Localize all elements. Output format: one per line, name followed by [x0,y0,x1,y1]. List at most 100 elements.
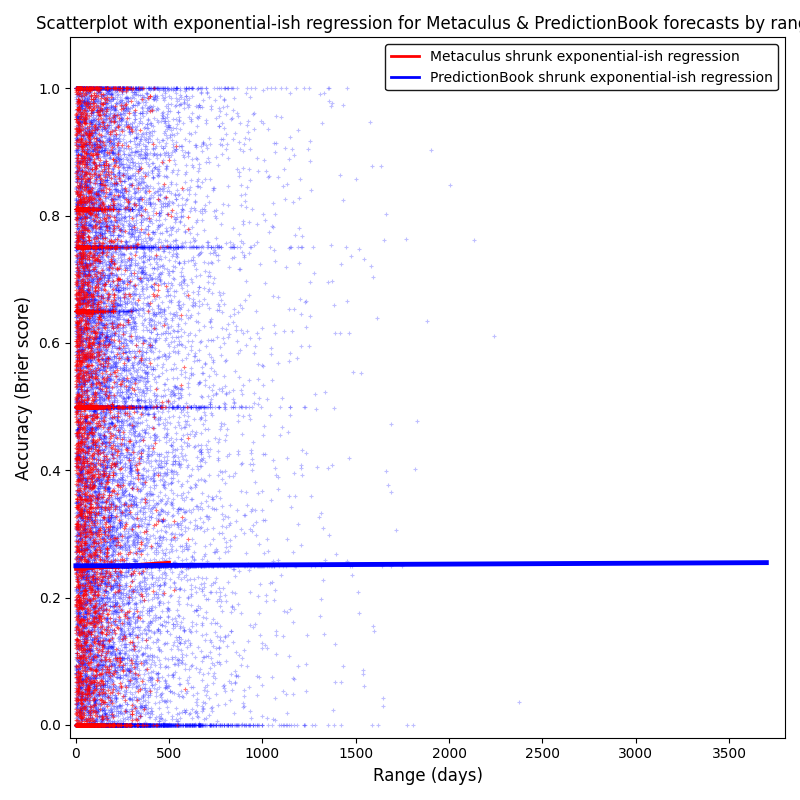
Point [78,669,90,682]
Point [144,718,157,731]
Point [166,435,179,448]
Point [73,305,86,318]
Point [74,82,87,94]
Point [118,400,130,413]
Point [71,718,84,731]
Point [273,718,286,731]
Point [82,400,95,413]
Point [170,401,183,414]
Point [86,220,98,233]
Point [73,389,86,402]
Point [87,306,100,319]
Point [86,138,98,151]
Point [124,628,137,641]
Point [77,559,90,572]
Point [150,400,163,413]
Point [110,574,122,587]
Point [96,559,109,572]
Point [85,718,98,731]
Point [82,464,94,477]
Point [153,307,166,320]
Point [106,718,118,731]
Point [114,410,126,422]
Point [132,718,145,731]
Point [79,332,92,345]
Point [74,463,87,476]
Point [84,305,97,318]
Point [108,708,121,721]
Point [70,203,83,216]
Point [82,258,94,271]
Point [156,559,169,572]
Point [72,305,85,318]
Point [89,400,102,413]
Point [101,718,114,731]
Point [76,633,89,646]
Point [74,342,86,355]
Point [269,714,282,726]
Point [106,339,118,352]
Point [288,673,301,686]
Point [166,400,179,413]
Point [71,570,84,583]
Point [90,718,102,731]
Point [110,654,123,666]
Point [122,559,135,572]
Point [82,305,95,318]
Point [71,610,84,622]
Point [79,108,92,121]
Point [108,521,121,534]
Point [80,718,93,731]
Point [112,157,125,170]
Point [166,166,178,178]
Point [204,392,217,405]
Point [184,659,197,672]
Point [78,150,91,163]
Point [162,559,174,572]
Point [173,591,186,604]
Point [74,490,87,502]
Point [70,559,83,572]
Point [94,473,106,486]
Point [84,718,97,731]
Point [70,267,82,280]
Point [79,695,92,708]
Point [271,471,284,484]
Point [85,523,98,536]
Point [77,254,90,266]
Point [192,400,205,413]
Point [147,262,160,274]
Point [142,92,154,105]
Point [125,654,138,667]
Point [163,718,176,731]
Point [95,718,108,731]
Point [149,697,162,710]
Point [171,94,184,107]
Point [151,718,164,731]
Point [87,694,100,706]
Point [218,531,230,544]
Point [82,442,95,455]
Point [86,620,99,633]
Point [86,718,98,731]
Point [115,241,128,254]
Point [78,718,90,731]
Point [82,718,94,731]
Point [72,555,85,568]
Point [84,366,97,379]
Point [101,220,114,233]
Point [98,278,111,290]
Point [78,240,91,253]
Point [93,562,106,574]
Point [146,367,158,380]
Point [90,580,102,593]
Point [73,324,86,337]
Point [95,594,108,606]
Point [103,665,116,678]
Point [161,682,174,694]
Point [150,147,163,160]
Point [146,463,159,476]
Point [79,306,92,318]
Point [168,379,181,392]
Point [86,644,99,657]
